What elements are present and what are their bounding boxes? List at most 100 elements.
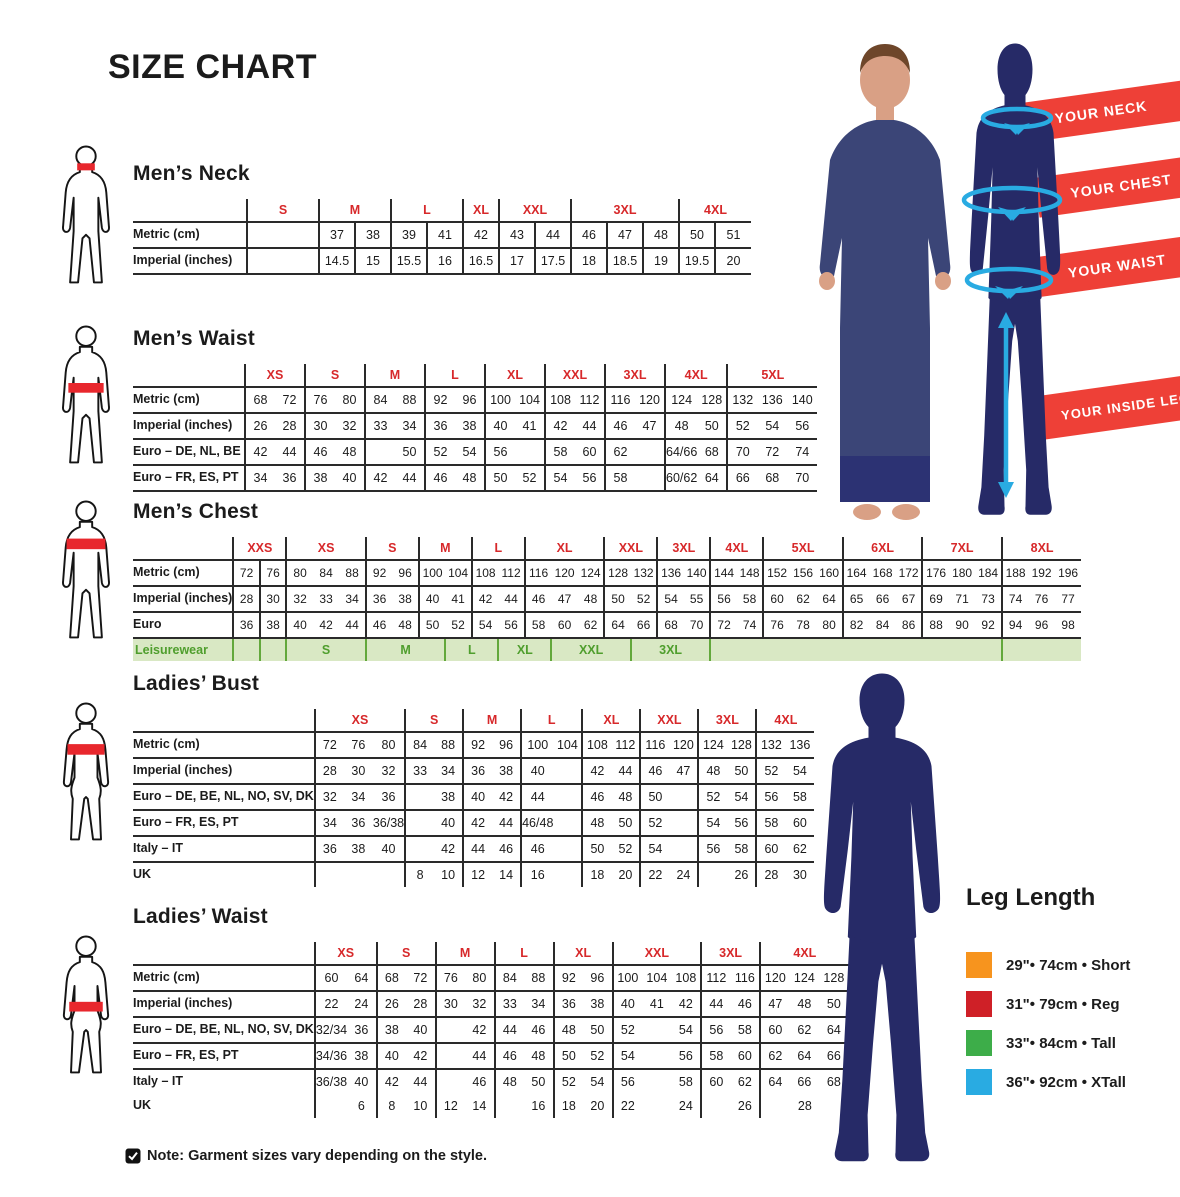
size-cell: 60 bbox=[730, 1043, 761, 1070]
table-row: Euro – FR, ES, PT 34/36 38 40 42 44 46 48 50 52 54… bbox=[133, 1043, 849, 1070]
size-group-header: 3XL bbox=[697, 709, 757, 733]
size-cell: 38 bbox=[347, 1043, 377, 1070]
size-cell: 120 bbox=[635, 387, 665, 414]
size-cell: 108 bbox=[544, 387, 575, 414]
size-group-header: 3XL bbox=[700, 942, 761, 966]
table-row: Imperial (inches) 28 30 32 33 34 36 38 40 41 42 44 4… bbox=[133, 586, 1082, 613]
size-cell bbox=[434, 1043, 466, 1070]
size-cell bbox=[404, 784, 435, 811]
size-group-header: 5XL bbox=[762, 537, 843, 561]
size-cell: 128 bbox=[819, 965, 849, 992]
size-cell: 42 bbox=[406, 1043, 436, 1070]
size-cell: 70 bbox=[726, 439, 758, 466]
size-cell: 74 bbox=[787, 439, 818, 466]
size-group-header: XXL bbox=[603, 537, 658, 561]
size-cell: 36 bbox=[232, 612, 260, 639]
size-cell: 36 bbox=[372, 784, 406, 811]
size-cell: 128 bbox=[603, 560, 631, 587]
size-cell bbox=[553, 784, 583, 811]
size-cell: 42 bbox=[375, 1069, 407, 1094]
size-cell: 116 bbox=[730, 965, 761, 992]
size-group-header: 4XL bbox=[709, 537, 764, 561]
size-cell: 68 bbox=[656, 612, 684, 639]
size-cell: 48 bbox=[581, 810, 612, 837]
size-cell: 42 bbox=[465, 1017, 495, 1044]
leisurewear-row: Leisurewear S M L XL XXL 3XL bbox=[133, 638, 1082, 661]
size-cell: 30 bbox=[343, 758, 373, 785]
size-cell: 22 bbox=[639, 862, 670, 887]
size-cell: 48 bbox=[392, 612, 419, 639]
size-cell: 68 bbox=[826, 1075, 841, 1089]
size-cell: 62 bbox=[785, 836, 815, 863]
size-cell: 120 bbox=[669, 732, 699, 759]
male-figure-chest-icon bbox=[62, 500, 110, 639]
size-group-header: XL bbox=[484, 364, 545, 388]
mens-waist-size-table: XS S M L XL XXL 3XL 4XL 5XL Metric (cm) 68 72 76 80 84… bbox=[133, 364, 818, 492]
size-cell: 32 bbox=[335, 413, 365, 440]
size-cell: 42 bbox=[462, 810, 493, 837]
size-cell: 64 bbox=[789, 1043, 820, 1070]
size-cell: 62 bbox=[789, 1017, 820, 1044]
leisurewear-cell: M bbox=[364, 638, 446, 661]
xtall-color-swatch bbox=[966, 1069, 992, 1095]
size-cell: 132 bbox=[630, 560, 658, 587]
size-cell: 160 bbox=[816, 560, 843, 587]
size-cell bbox=[246, 248, 319, 275]
size-cell bbox=[553, 810, 583, 837]
table-row: Euro – DE, NL, BE 42 44 46 48 50 52 54 56 58 60 62 6… bbox=[133, 439, 818, 466]
size-cell bbox=[515, 439, 545, 466]
size-cell: 12 bbox=[434, 1094, 466, 1118]
size-cell bbox=[700, 1094, 731, 1118]
size-group-header: S bbox=[304, 364, 365, 388]
size-cell: 46 bbox=[493, 1043, 525, 1070]
size-cell: 98 bbox=[1054, 612, 1082, 639]
table-row: Imperial (inches) 22 24 26 28 30 32 33 34 36 38 40 4… bbox=[133, 991, 849, 1018]
size-cell bbox=[642, 1069, 672, 1094]
size-cell: 40 bbox=[520, 758, 554, 785]
section-mens-chest: Men’s Chest XXS XS S M L XL XXL 3XL 4XL 5XL 6XL 7XL… bbox=[133, 500, 1082, 661]
size-cell: 28 bbox=[406, 991, 436, 1018]
size-cell: 82 bbox=[841, 612, 870, 639]
size-cell: 74 bbox=[736, 612, 764, 639]
bust-highlight-band bbox=[67, 744, 105, 755]
size-cell: 19 bbox=[642, 248, 679, 275]
size-cell: 38 bbox=[455, 413, 485, 440]
size-cell: 96 bbox=[392, 560, 419, 587]
size-cell bbox=[313, 862, 406, 887]
size-cell: 124 bbox=[789, 965, 820, 992]
size-group-header: 6XL bbox=[841, 537, 923, 561]
male-figure-neck-icon bbox=[62, 145, 110, 284]
size-cell: 120 bbox=[759, 965, 790, 992]
size-cell: 34 bbox=[244, 465, 275, 492]
waist-highlight-band bbox=[68, 383, 104, 393]
size-group-header: 8XL bbox=[1000, 537, 1082, 561]
size-cell: 62 bbox=[759, 1043, 790, 1070]
size-cell: 52 bbox=[639, 810, 670, 837]
size-cell: 40 bbox=[354, 1075, 369, 1089]
size-cell: 15 bbox=[354, 248, 391, 275]
size-cell: 60 bbox=[785, 810, 815, 837]
size-group-header: M bbox=[318, 199, 391, 223]
size-cell: 58 bbox=[523, 612, 552, 639]
size-cell bbox=[635, 439, 665, 466]
size-cell: 42 bbox=[462, 222, 499, 249]
mens-chest-size-table: XXS XS S M L XL XXL 3XL 4XL 5XL 6XL 7XL 8XL Metric (c… bbox=[133, 537, 1082, 661]
size-group-header: XL bbox=[581, 709, 641, 733]
size-cell: 54 bbox=[470, 612, 499, 639]
size-group-header: XS bbox=[313, 709, 406, 733]
size-cell: 60/62 bbox=[663, 465, 698, 492]
row-label: Imperial (inches) bbox=[133, 758, 315, 785]
size-cell: 33 bbox=[364, 413, 395, 440]
size-cell: 34/36 bbox=[313, 1043, 348, 1070]
size-cell: 50 bbox=[819, 991, 849, 1018]
size-cell: 24 bbox=[678, 1099, 693, 1113]
size-cell: 64 bbox=[697, 465, 728, 492]
legend-label: 36"• 92cm • XTall bbox=[1006, 1073, 1126, 1091]
size-cell: 30 bbox=[304, 413, 335, 440]
size-cell: 44 bbox=[611, 758, 641, 785]
size-cell: 60 bbox=[755, 836, 786, 863]
size-cell: 18 bbox=[552, 1094, 584, 1118]
size-cell: 50 bbox=[484, 465, 515, 492]
size-cell: 41 bbox=[445, 586, 472, 613]
size-cell: 128 bbox=[727, 732, 757, 759]
